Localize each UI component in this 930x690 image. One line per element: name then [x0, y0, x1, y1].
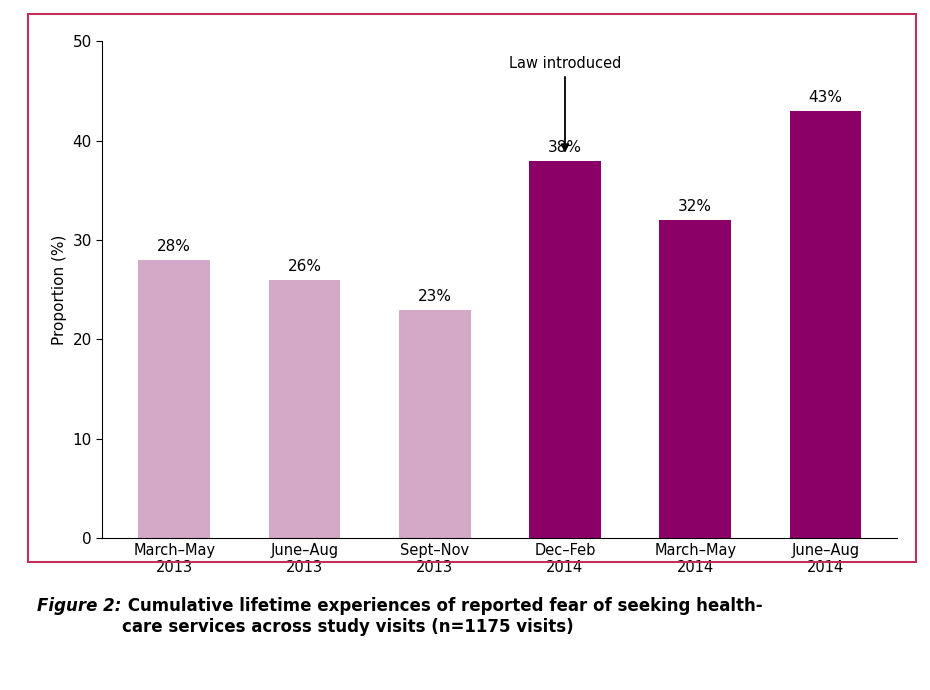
Bar	[399, 310, 471, 538]
Text: 23%: 23%	[418, 288, 452, 304]
Text: 26%: 26%	[287, 259, 322, 274]
Text: Cumulative lifetime experiences of reported fear of seeking health-
care service: Cumulative lifetime experiences of repor…	[122, 597, 763, 635]
Bar	[790, 111, 861, 538]
Text: 28%: 28%	[157, 239, 192, 254]
Bar	[269, 280, 340, 538]
Text: Law introduced: Law introduced	[509, 57, 621, 151]
Text: Figure 2:: Figure 2:	[37, 597, 122, 615]
Bar	[139, 260, 210, 538]
Text: 32%: 32%	[678, 199, 712, 215]
Y-axis label: Proportion (%): Proportion (%)	[52, 235, 67, 345]
Bar	[529, 161, 601, 538]
Bar	[659, 220, 731, 538]
Text: 38%: 38%	[548, 139, 582, 155]
Text: 43%: 43%	[808, 90, 843, 105]
